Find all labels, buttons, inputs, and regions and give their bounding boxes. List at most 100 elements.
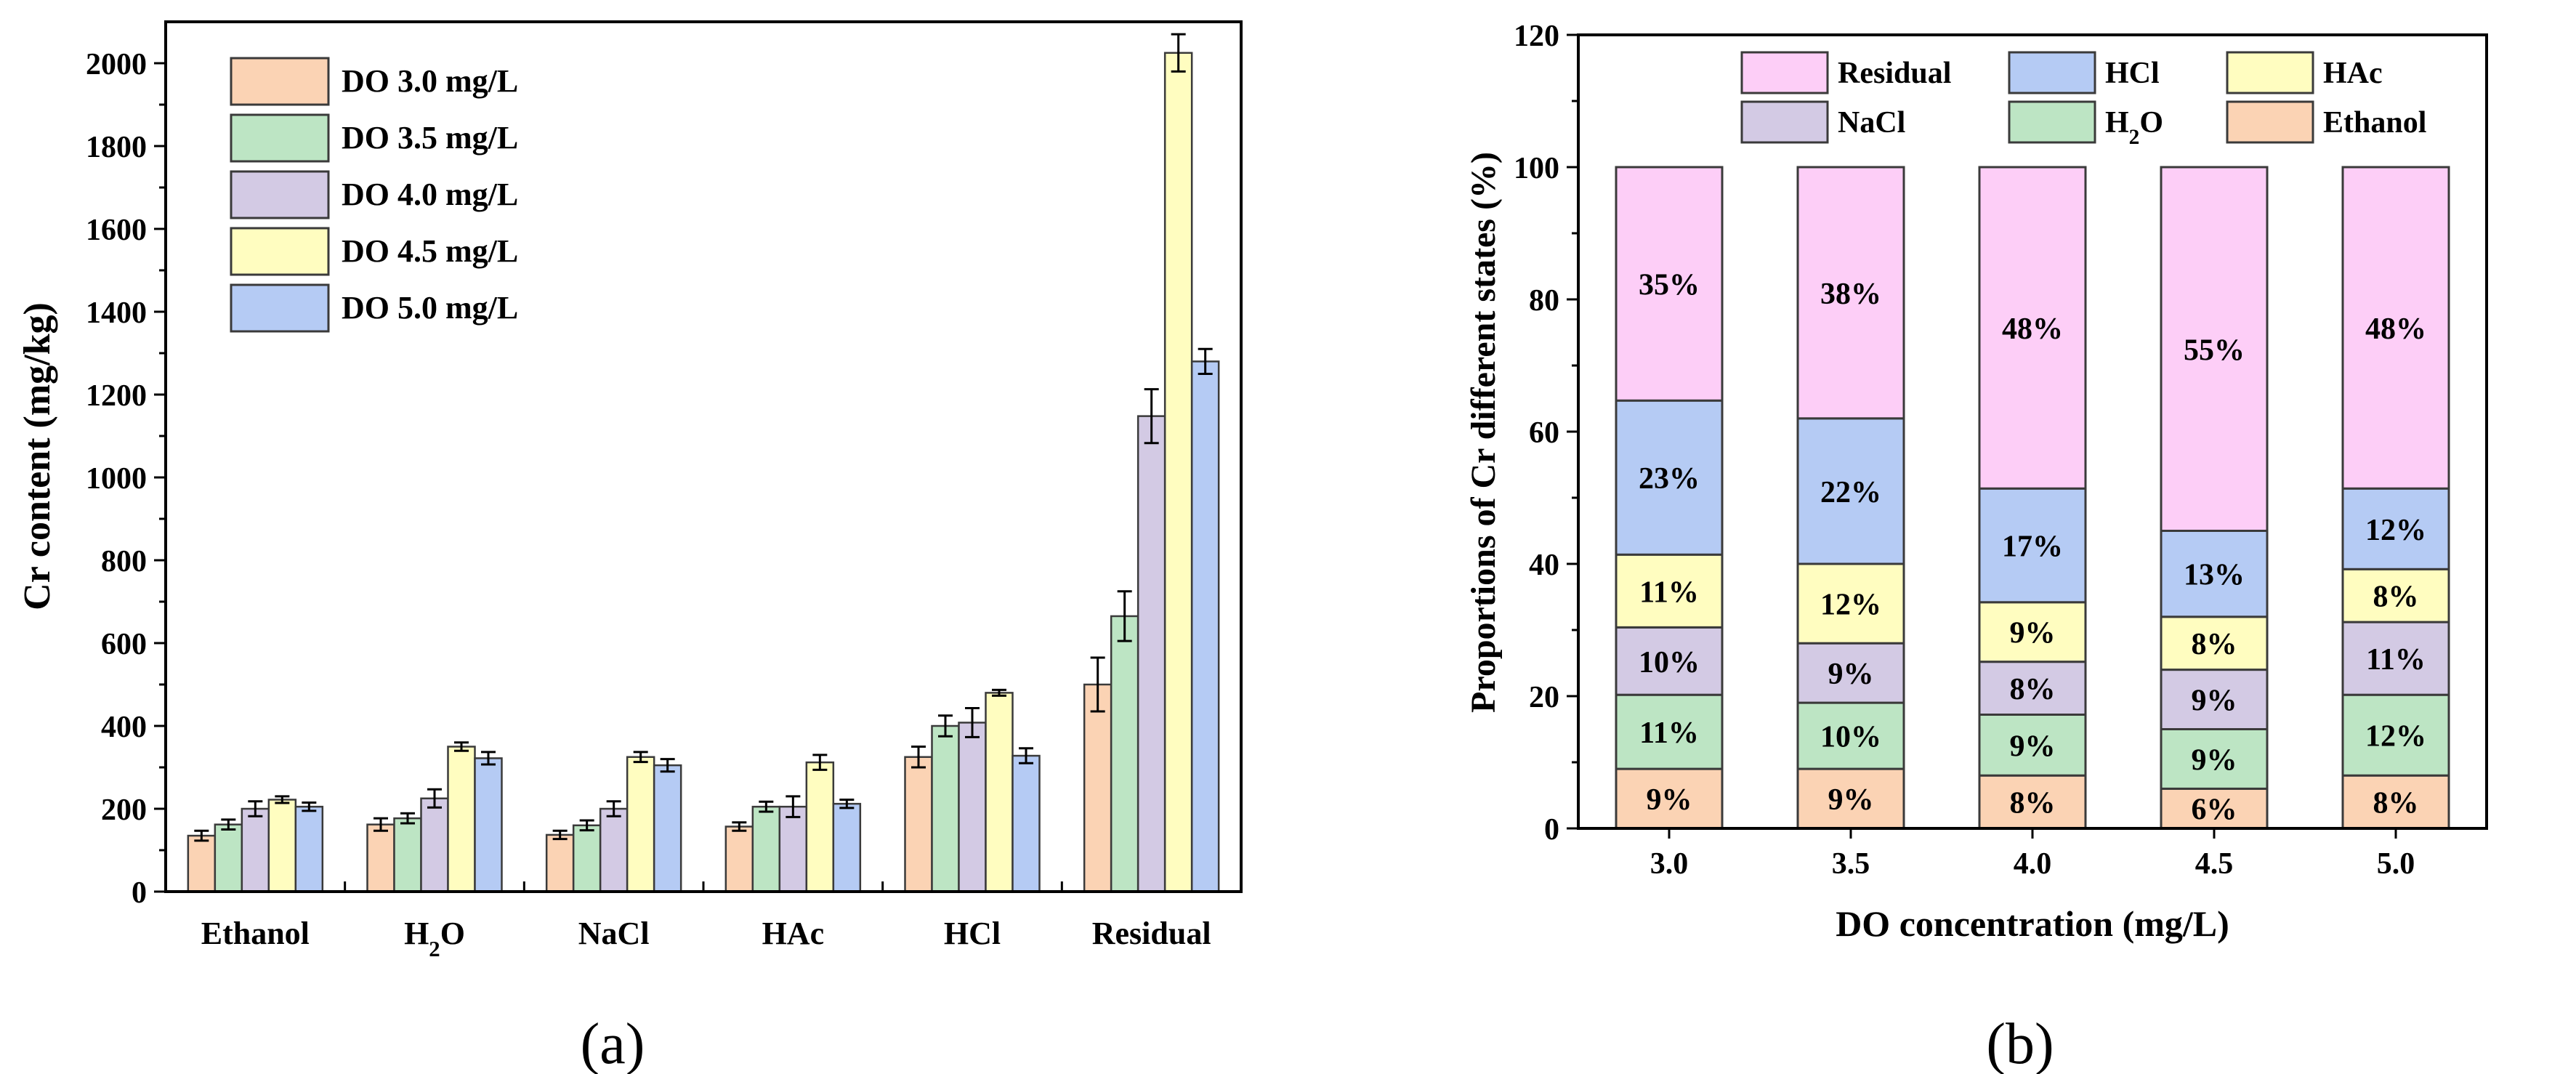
x-tick-label-2: NaCl [578,916,650,951]
bar-nacl-series-2 [599,807,629,893]
stack-segment-nacl-4.0 [1978,661,2087,716]
stack-segment-nacl-4.5 [2160,669,2269,730]
y-tick-label-0: 0 [132,876,147,910]
legend-swatch-h2o [2008,100,2096,144]
bar-ethanol-series-3 [267,799,297,893]
x-tick-label-2-main: NaCl [578,916,650,951]
legend-label-h2o-sub: 2 [2129,126,2140,149]
legend-label-2: DO 4.0 mg/L [342,177,518,212]
legend-swatch-hcl [2008,51,2096,94]
y-tick-label-2000: 2000 [86,48,147,81]
legend-label-3: DO 4.5 mg/L [342,233,518,269]
panel-b-label: (b) [1986,1012,2054,1074]
legend-label-0: DO 3.0 mg/L [342,63,518,99]
segment-label-residual-5.0: 48% [2365,312,2426,346]
segment-label-nacl-5.0: 11% [2366,643,2426,677]
segment-label-residual-4.0: 48% [2002,312,2063,346]
segment-label-ethanol-3.0: 9% [1647,783,1692,817]
segment-label-residual-3.0: 35% [1639,269,1700,302]
bar-residual-series-0 [1083,683,1113,893]
segment-label-hac-5.0: 8% [2373,581,2419,614]
x-tick-label-3.0: 3.0 [1650,847,1689,881]
x-tick-label-1-sub: 2 [429,937,440,961]
legend-swatch-hac [2226,51,2314,94]
bar-hcl-series-0 [904,756,933,893]
segment-label-hcl-5.0: 12% [2365,514,2426,547]
y-tick-label-0: 0 [1544,813,1559,847]
x-tick-label-5: Residual [1092,916,1211,951]
segment-label-hcl-4.5: 13% [2184,559,2245,592]
legend-swatch-2 [230,170,330,219]
legend-label-hcl-main: HCl [2105,57,2160,90]
y-tick-label-60: 60 [1529,416,1559,450]
y-tick-label-1400: 1400 [86,296,147,330]
panel-a-chart: 0 200 400 600 800 1000 1200 1400 1600 1800 2000 Et… [17,20,1243,1074]
segment-label-h2o-4.5: 9% [2192,743,2237,777]
segment-label-hac-3.0: 11% [1639,576,1699,609]
y-tick-label-40: 40 [1529,549,1559,582]
legend-label-ethanol-main: Ethanol [2323,106,2426,140]
bar-h2o-series-1 [393,817,422,893]
panel-b-y-axis: 0 20 40 60 80 100 120 [1514,20,1578,847]
y-tick-label-200: 200 [101,794,147,827]
bar-ethanol-series-0 [187,834,217,893]
panel-b-x-axis: 3.0 3.5 4.0 4.5 5.0 [1650,828,2415,881]
legend-label-nacl: NaCl [1838,106,1905,140]
bar-ethanol-series-2 [241,807,270,893]
bar-hcl-series-1 [931,724,960,893]
x-tick-label-3.5: 3.5 [1832,847,1870,881]
bar-ethanol-series-1 [214,823,243,893]
stack-segment-residual-4.5 [2160,166,2269,532]
legend-label-h2o-main: H [2105,106,2129,140]
x-tick-label-3-main: HAc [762,916,825,951]
bar-hac-series-2 [778,805,808,893]
stack-segment-h2o-3.0 [1615,693,1724,770]
panel-b-legend: Residual HCl HAc NaCl H2O Ethanol [1740,51,2426,149]
legend-swatch-0 [230,57,330,106]
stack-segment-ethanol-5.0 [2341,774,2450,830]
legend-swatch-nacl [1740,100,1829,144]
y-tick-label-800: 800 [101,545,147,578]
stack-segment-nacl-5.0 [2341,621,2450,696]
x-tick-label-1-tail: O [440,916,465,951]
bar-ethanol-series-4 [294,805,324,893]
segment-label-nacl-3.0: 10% [1639,646,1700,679]
x-tick-label-3: HAc [762,916,825,951]
x-tick-label-4.5: 4.5 [2195,847,2234,881]
panel-b-chart: 9% 11% 10% 11% 23% 35% 9% 10% 9% 12% 22% 38% 8% 9% 8% 9… [1464,20,2488,1074]
panel-b-x-axis-title: DO concentration (mg/L) [1836,903,2229,944]
stack-segment-hac-4.0 [1978,601,2087,663]
stack-segment-nacl-3.5 [1796,642,1905,704]
legend-swatch-4 [230,283,330,333]
segment-label-hcl-4.0: 17% [2002,530,2063,564]
legend-swatch-residual [1740,51,1829,94]
segment-label-hac-4.5: 8% [2192,628,2237,661]
y-tick-label-100: 100 [1514,152,1559,185]
panel-a-y-axis: 0 200 400 600 800 1000 1200 1400 1600 1800 2000 [86,48,166,910]
segment-label-h2o-3.0: 11% [1639,716,1699,750]
y-tick-label-1600: 1600 [86,214,147,247]
bar-nacl-series-1 [572,824,602,893]
legend-label-ethanol: Ethanol [2323,106,2426,140]
x-tick-label-1-main: H [404,916,429,951]
bar-nacl-series-4 [653,764,682,893]
stack-segment-residual-4.0 [1978,166,2087,490]
segment-label-nacl-4.0: 8% [2010,673,2056,706]
stack-segment-residual-3.5 [1796,166,1905,420]
bar-residual-series-4 [1190,360,1220,893]
stack-segment-hcl-4.0 [1978,487,2087,604]
bar-hcl-series-2 [958,722,987,893]
legend-swatch-1 [230,113,330,163]
legend-label-4: DO 5.0 mg/L [342,290,518,326]
x-tick-label-4-main: HCl [944,916,1001,951]
stack-segment-hac-5.0 [2341,568,2450,623]
x-tick-label-5.0: 5.0 [2377,847,2415,881]
stack-segment-ethanol-4.0 [1978,774,2087,830]
stack-segment-h2o-4.5 [2160,728,2269,790]
segment-label-ethanol-4.5: 6% [2192,794,2237,827]
y-tick-label-400: 400 [101,711,147,744]
panel-b-stacked-bars: 9% 11% 10% 11% 23% 35% 9% 10% 9% 12% 22% 38% 8% 9% 8% 9… [1615,166,2450,830]
y-tick-label-1800: 1800 [86,131,147,164]
bar-hac-series-0 [724,825,754,893]
segment-label-nacl-3.5: 9% [1828,658,1874,691]
